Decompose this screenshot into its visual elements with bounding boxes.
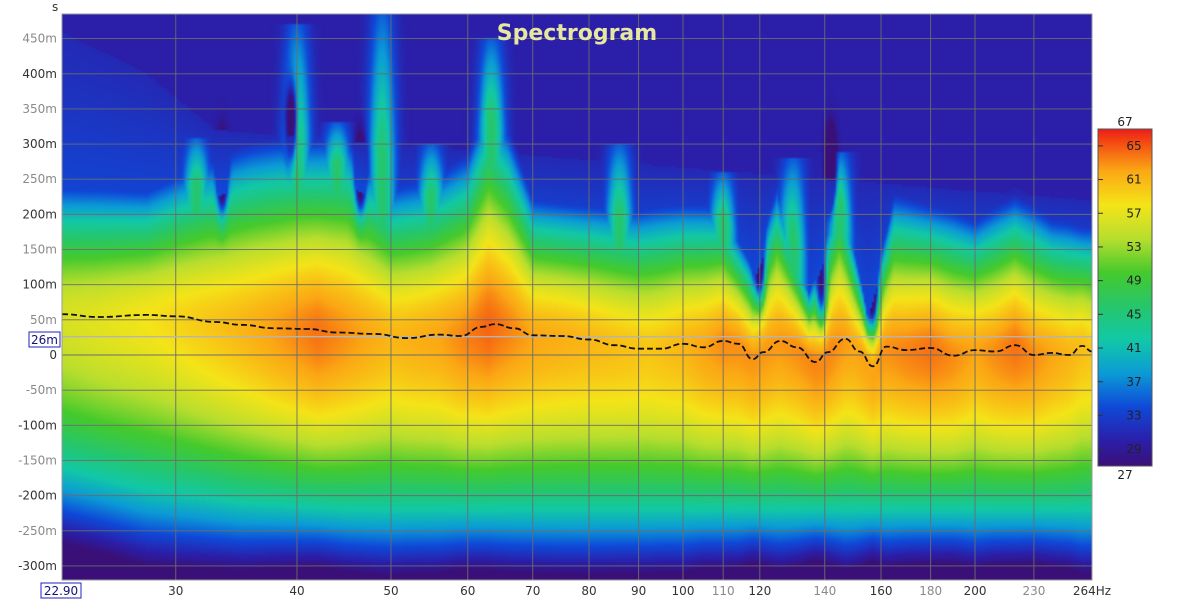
x-tick-label: 230: [1022, 584, 1045, 598]
peak-time-curve: [62, 313, 1092, 368]
colorbar-tick-label: 37: [1126, 375, 1141, 389]
y-tick-label: 200m: [22, 207, 57, 221]
x-tick-label: 140: [813, 584, 836, 598]
y-tick-label: 150m: [22, 243, 57, 257]
y-tick-label: -100m: [18, 418, 57, 432]
x-axis-ticks: 30 40 50 60 70 80 90 100 110 120 140 160 180 200 230: [168, 584, 1045, 598]
freq-end-label: 264Hz: [1073, 584, 1111, 598]
freq-start-readout[interactable]: 22.90: [40, 582, 82, 599]
x-tick-label: 80: [581, 584, 596, 598]
plot-frame: [61, 13, 1093, 581]
colorbar-tick-label: 41: [1126, 341, 1141, 355]
y-tick-label: 100m: [22, 278, 57, 292]
y-tick-label: 400m: [22, 67, 57, 81]
y-axis-ticks: 450m 400m 350m 300m 250m 200m 150m 100m 50m 0 -50m…: [18, 32, 57, 573]
x-tick-label: 180: [919, 584, 942, 598]
x-tick-label: 110: [712, 584, 735, 598]
freq-start-label: 22.90: [44, 584, 78, 598]
colorbar-min-label: 27: [1117, 468, 1132, 482]
x-tick-label: 120: [748, 584, 771, 598]
colorbar-tick-label: 33: [1126, 408, 1141, 422]
time-cursor-label: 26m: [31, 333, 58, 347]
freq-start-box: [40, 582, 82, 599]
colorbar-tick-label: 49: [1126, 274, 1141, 288]
time-cursor-readout[interactable]: 26m: [28, 331, 61, 348]
colorbar-tick-label: 53: [1126, 240, 1141, 254]
y-tick-label: -50m: [26, 383, 57, 397]
x-tick-label: 70: [525, 584, 540, 598]
colorbar-tick-label: 45: [1126, 307, 1141, 321]
y-tick-label: 300m: [22, 137, 57, 151]
y-tick-label: 0: [49, 348, 57, 362]
y-tick-label: 350m: [22, 102, 57, 116]
colorbar-tick-label: 65: [1126, 139, 1141, 153]
x-tick-label: 30: [168, 584, 183, 598]
x-tick-label: 50: [383, 584, 398, 598]
y-tick-label: -250m: [18, 524, 57, 538]
grid-lines: [62, 14, 1092, 580]
x-tick-label: 40: [289, 584, 304, 598]
colorbar-gradient: [1097, 128, 1153, 467]
y-tick-label: 50m: [30, 313, 57, 327]
colorbar-max-label: 67: [1117, 115, 1132, 129]
colorbar-tick-label: 57: [1126, 206, 1141, 220]
colorbar-tick-label: 29: [1126, 442, 1141, 456]
x-tick-label: 60: [460, 584, 475, 598]
colorbar-ticks: 29 33 37 41 45 49 53 57 61 65: [1098, 139, 1142, 456]
y-tick-label: -150m: [18, 453, 57, 467]
x-tick-label: 90: [631, 584, 646, 598]
x-tick-label: 200: [964, 584, 987, 598]
y-unit-label: s: [52, 0, 58, 14]
peak-time-curve-path: [62, 313, 1092, 368]
y-tick-label: -300m: [18, 559, 57, 573]
colorbar: 67 27 29 33 37 41 45 49 53 57 61 65: [1097, 115, 1153, 482]
y-tick-label: 250m: [22, 172, 57, 186]
chart-title: Spectrogram: [497, 21, 657, 46]
heatmap-layer: [62, 14, 1092, 580]
y-tick-label: 450m: [22, 32, 57, 46]
colorbar-tick-label: 61: [1126, 173, 1141, 187]
x-tick-label: 160: [870, 584, 893, 598]
x-tick-label: 100: [672, 584, 695, 598]
time-cursor-box: [28, 331, 61, 348]
y-tick-label: -200m: [18, 489, 57, 503]
heatmap-image: [62, 14, 1092, 580]
